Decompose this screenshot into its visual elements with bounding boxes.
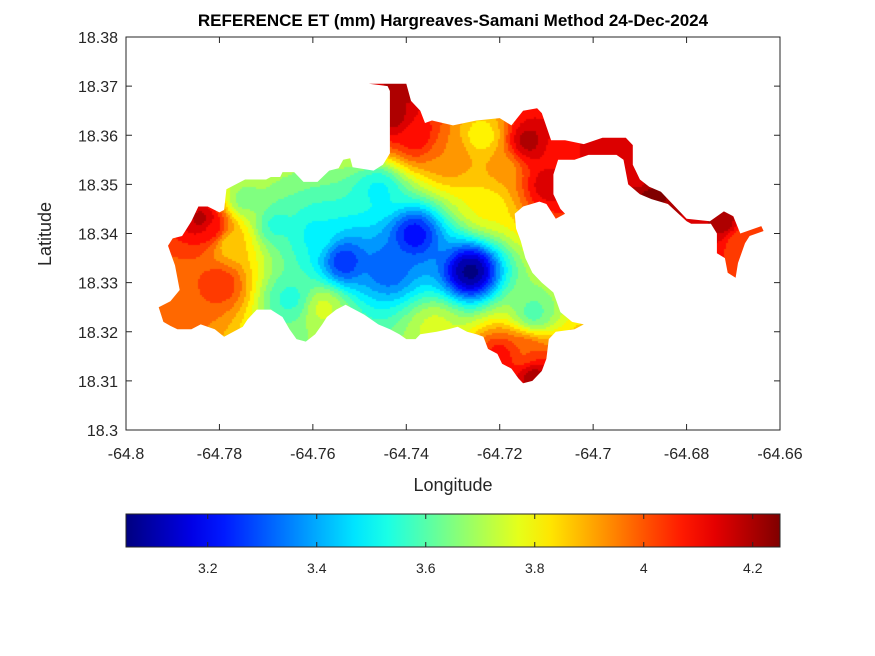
x-axis-label: Longitude bbox=[413, 475, 492, 495]
x-tick-label: -64.72 bbox=[477, 446, 522, 463]
colorbar-tick-label: 4.2 bbox=[743, 560, 763, 576]
x-tick-label: -64.66 bbox=[757, 446, 802, 463]
y-tick-label: 18.36 bbox=[78, 128, 118, 145]
colorbar bbox=[125, 513, 781, 548]
colorbar-tick-label: 3.2 bbox=[198, 560, 218, 576]
x-tick-label: -64.76 bbox=[290, 446, 335, 463]
x-tick-label: -64.68 bbox=[664, 446, 709, 463]
x-tick-label: -64.78 bbox=[197, 446, 242, 463]
y-tick-label: 18.34 bbox=[78, 227, 118, 244]
y-tick-label: 18.35 bbox=[78, 177, 118, 194]
colorbar-tick-label: 4 bbox=[640, 560, 648, 576]
x-tick-label: -64.8 bbox=[108, 446, 145, 463]
y-tick-label: 18.37 bbox=[78, 79, 118, 96]
colorbar-ticks: 3.2 3.4 3.6 3.8 4 4.2 bbox=[198, 514, 763, 576]
colorbar-tick-label: 3.8 bbox=[525, 560, 545, 576]
y-axis-label: Latitude bbox=[35, 202, 55, 266]
y-axis: 18.3 18.31 18.32 18.33 18.34 18.35 18.36 18.37 1… bbox=[78, 30, 780, 440]
x-tick-label: -64.74 bbox=[384, 446, 429, 463]
x-tick-label: -64.7 bbox=[575, 446, 612, 463]
y-tick-label: 18.33 bbox=[78, 276, 118, 293]
chart-title: REFERENCE ET (mm) Hargreaves-Samani Meth… bbox=[198, 11, 709, 30]
y-tick-label: 18.31 bbox=[78, 374, 118, 391]
colorbar-tick-label: 3.6 bbox=[416, 560, 436, 576]
colorbar-tick-label: 3.4 bbox=[307, 560, 327, 576]
x-axis: -64.8 -64.78 -64.76 -64.74 -64.72 -64.7 -64.68… bbox=[108, 37, 803, 463]
y-tick-label: 18.3 bbox=[87, 423, 118, 440]
y-tick-label: 18.38 bbox=[78, 30, 118, 47]
y-tick-label: 18.32 bbox=[78, 325, 118, 342]
